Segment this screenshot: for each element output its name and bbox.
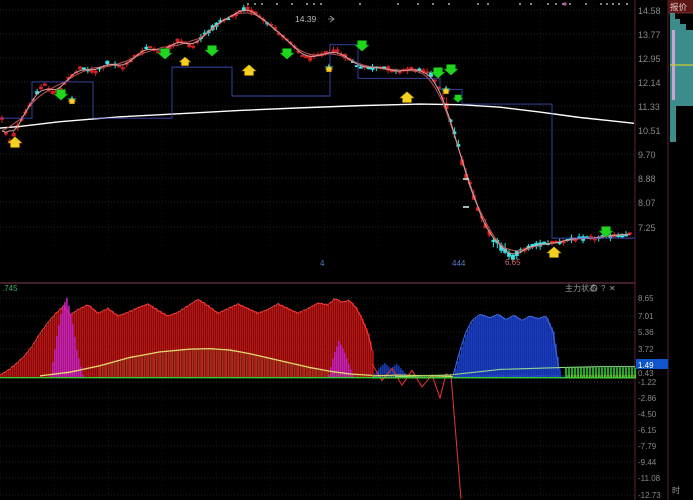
svg-text:.745: .745 bbox=[2, 284, 18, 293]
svg-text:11.33: 11.33 bbox=[638, 102, 660, 112]
svg-text:-12.73: -12.73 bbox=[638, 491, 661, 500]
svg-text:-11.08: -11.08 bbox=[638, 474, 661, 483]
svg-text:主力状态: 主力状态 bbox=[565, 283, 597, 293]
svg-text:-4.50: -4.50 bbox=[638, 410, 657, 419]
svg-text:3.72: 3.72 bbox=[638, 345, 654, 354]
svg-text:4: 4 bbox=[320, 259, 325, 268]
svg-text:时: 时 bbox=[672, 485, 680, 495]
svg-text:-6.15: -6.15 bbox=[638, 426, 657, 435]
svg-text:14.39: 14.39 bbox=[295, 14, 317, 24]
svg-text:7.25: 7.25 bbox=[638, 223, 656, 233]
svg-text:-7.79: -7.79 bbox=[638, 442, 657, 451]
svg-text:10.51: 10.51 bbox=[638, 126, 661, 136]
svg-text:5.36: 5.36 bbox=[638, 328, 654, 337]
svg-text:8.65: 8.65 bbox=[638, 294, 654, 303]
svg-text:-9.44: -9.44 bbox=[638, 458, 657, 467]
svg-text:9.70: 9.70 bbox=[638, 150, 656, 160]
svg-text:8.07: 8.07 bbox=[638, 198, 656, 208]
svg-text:?: ? bbox=[601, 284, 606, 293]
svg-text:8.88: 8.88 bbox=[638, 174, 656, 184]
svg-text:-1.22: -1.22 bbox=[638, 378, 657, 387]
svg-text:7.01: 7.01 bbox=[638, 312, 654, 321]
svg-text:0.43: 0.43 bbox=[638, 369, 654, 378]
svg-text:✕: ✕ bbox=[609, 284, 616, 293]
svg-text:6.65: 6.65 bbox=[505, 258, 521, 267]
svg-text:13.77: 13.77 bbox=[638, 30, 661, 40]
svg-text:444: 444 bbox=[452, 259, 466, 268]
svg-text:报价: 报价 bbox=[670, 2, 688, 12]
svg-text:12.14: 12.14 bbox=[638, 78, 661, 88]
svg-text:14.58: 14.58 bbox=[638, 6, 661, 16]
svg-text:12.95: 12.95 bbox=[638, 54, 661, 64]
svg-text:-2.86: -2.86 bbox=[638, 394, 657, 403]
